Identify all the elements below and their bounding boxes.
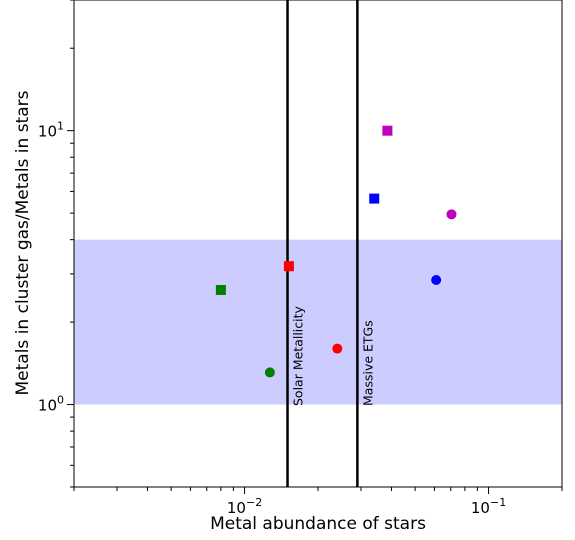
y-axis-label: Metals in cluster gas/Metals in stars	[13, 90, 33, 395]
point-1	[215, 284, 226, 295]
vline-label-2: Massive ETGs	[360, 320, 375, 406]
vline-label-1: Solar Metallicity	[291, 305, 306, 406]
point-7	[382, 125, 393, 136]
x-tick-label-2: 10−1	[471, 496, 506, 517]
point-5	[369, 193, 380, 204]
point-2	[264, 367, 275, 378]
point-8	[446, 209, 457, 220]
x-axis-label: Metal abundance of stars	[210, 514, 426, 534]
x-tick-label-1: 10−2	[227, 496, 262, 517]
shaded-band	[74, 239, 562, 405]
y-tick-label-1: 100	[38, 394, 64, 415]
point-4	[332, 343, 343, 354]
point-6	[431, 274, 442, 285]
y-tick-label-2: 101	[38, 120, 64, 141]
point-3	[283, 261, 294, 272]
